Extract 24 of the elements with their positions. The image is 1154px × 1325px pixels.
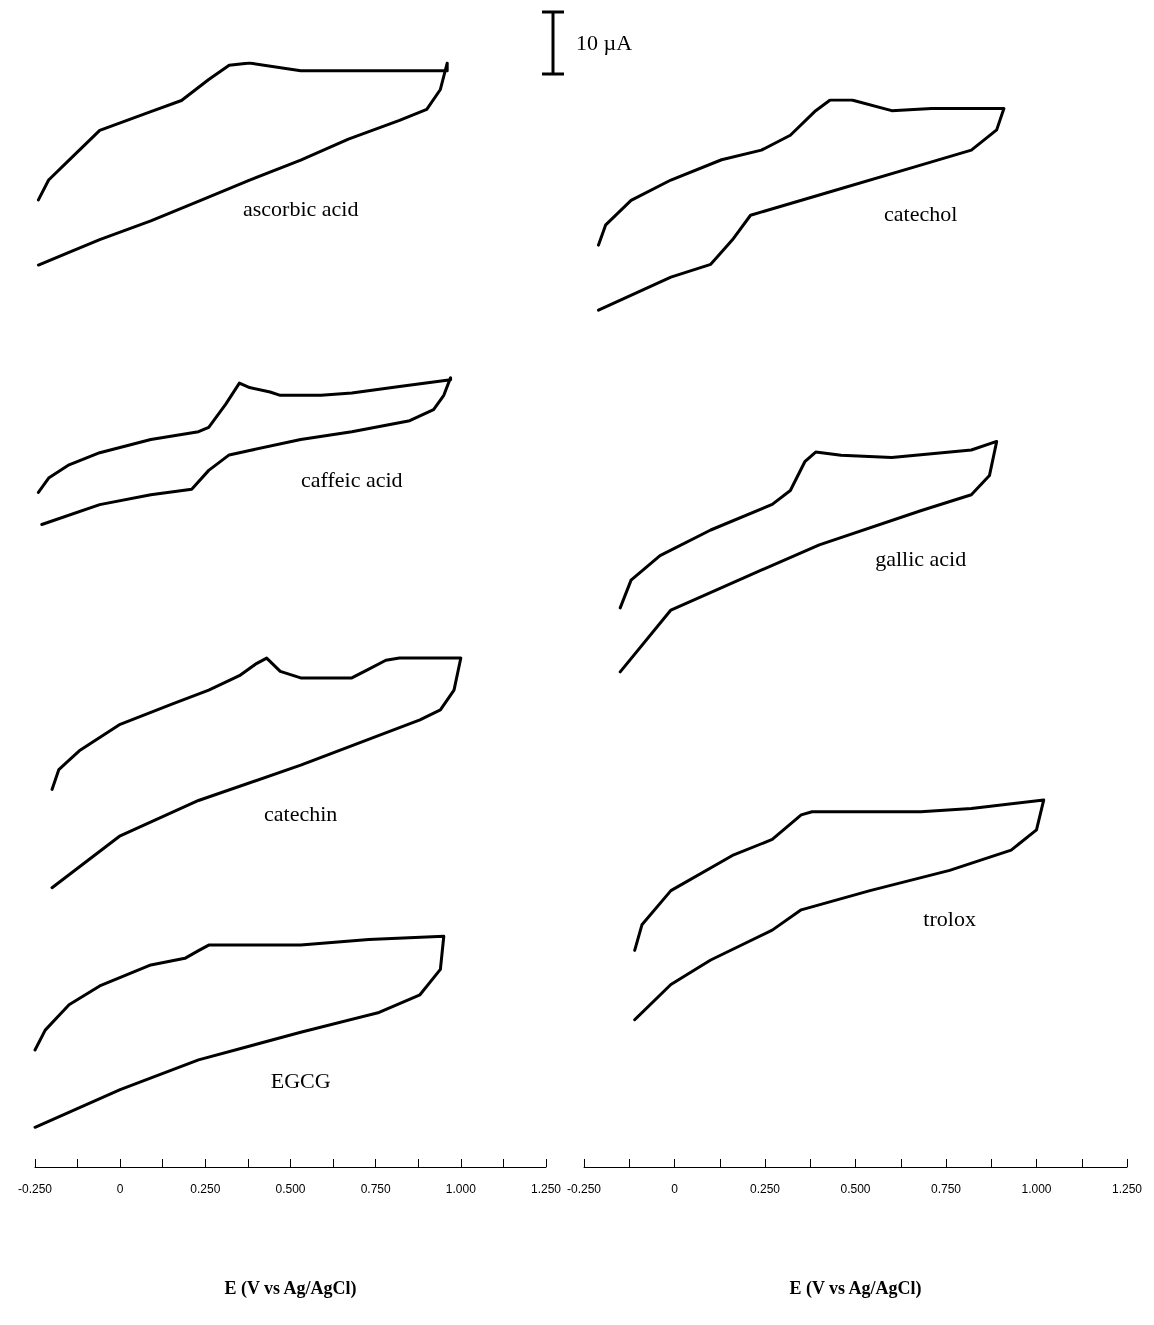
x-tick-label: 0 — [116, 1182, 124, 1196]
x-tick-label: 0.250 — [749, 1182, 781, 1196]
x-tick-label: 1.250 — [1111, 1182, 1143, 1196]
series-label: caffeic acid — [301, 467, 403, 493]
series-label: catechol — [884, 200, 958, 226]
x-axis-title: E (V vs Ag/AgCl) — [224, 1278, 357, 1299]
text: 10 µA — [576, 30, 633, 56]
x-tick-label: 0.500 — [840, 1182, 871, 1196]
x-tick-label: 1.000 — [445, 1182, 477, 1196]
series-label: ascorbic acid — [242, 195, 359, 221]
x-tick-label: 0.250 — [190, 1182, 221, 1196]
x-tick-label: 1.250 — [530, 1182, 562, 1196]
series-label: gallic acid — [875, 546, 967, 572]
x-tick-label: -0.250 — [567, 1182, 602, 1196]
x-tick-label: 0.750 — [930, 1182, 962, 1196]
x-axis-title: E (V vs Ag/AgCl) — [789, 1278, 922, 1299]
x-tick-label: 0.750 — [360, 1182, 391, 1196]
x-tick-label: 0.500 — [275, 1182, 306, 1196]
x-tick-label: 1.000 — [1021, 1182, 1052, 1196]
series-label: trolox — [923, 905, 976, 931]
x-tick-label: -0.250 — [17, 1182, 53, 1196]
series-label: catechin — [264, 800, 338, 826]
x-tick-label: 0 — [671, 1182, 679, 1196]
series-label: EGCG — [270, 1067, 331, 1093]
